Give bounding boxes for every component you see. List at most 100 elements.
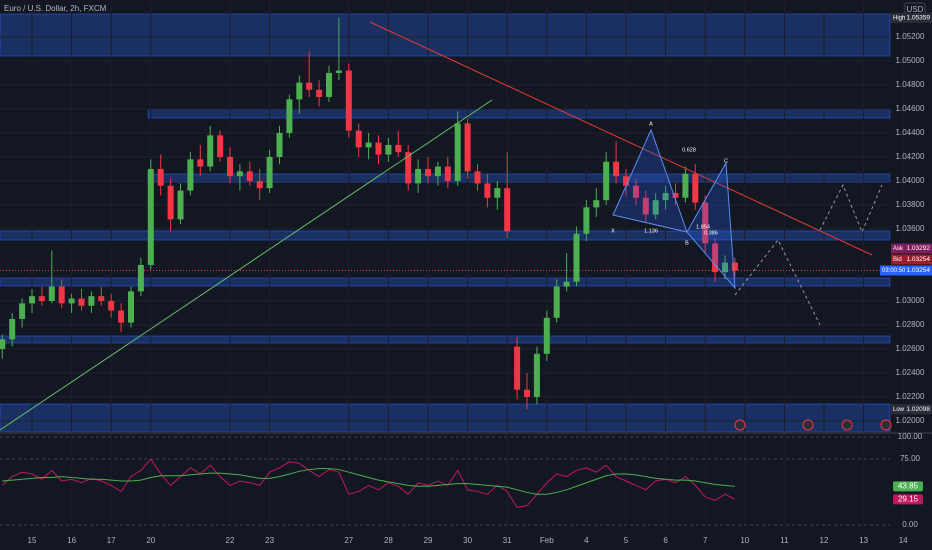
ask-label: Ask: [893, 246, 904, 252]
candle-body: [652, 200, 659, 215]
zone: [0, 277, 891, 287]
candle-body: [385, 144, 392, 155]
candle-body: [642, 197, 649, 215]
candle-body: [296, 82, 303, 100]
ratio-label: 0.628: [682, 147, 696, 153]
y-tick-label: 1.05000: [896, 56, 925, 65]
last-value-label: 43.85: [898, 482, 919, 491]
x-tick-label: 30: [463, 536, 472, 545]
candle-body: [207, 135, 214, 167]
trend-line: [369, 21, 873, 256]
x-tick-label: Feb: [540, 536, 554, 545]
candle-body: [662, 192, 669, 201]
y-tick-label: 1.04800: [896, 80, 925, 89]
zone: [0, 13, 891, 57]
pattern-label: C: [724, 158, 728, 164]
harmonic-pattern: [612, 128, 688, 233]
candle-body: [98, 296, 105, 301]
candle-body: [454, 123, 461, 181]
candle-body: [29, 296, 35, 304]
x-tick-label: 6: [663, 536, 668, 545]
y-tick-label: 1.04200: [896, 152, 925, 161]
event-icon[interactable]: [880, 419, 892, 431]
candle-body: [128, 291, 134, 323]
candle-body: [118, 310, 125, 323]
event-icon[interactable]: [802, 419, 814, 431]
candle-body: [484, 183, 491, 198]
ratio-label: 1.854: [696, 224, 710, 230]
candle-body: [563, 281, 570, 287]
candle-body: [58, 286, 65, 304]
x-tick-label: 4: [584, 536, 589, 545]
harmonic-pattern: [686, 161, 736, 290]
candle-body: [425, 168, 431, 177]
candle-body: [227, 156, 233, 177]
y-tick-label: 1.04600: [896, 104, 925, 113]
candle-body: [157, 168, 164, 186]
candle-body: [533, 353, 540, 397]
x-tick-label: 13: [859, 536, 868, 545]
x-tick-label: 17: [107, 536, 116, 545]
candle-body: [147, 168, 154, 265]
y-tick-label: 1.03800: [896, 200, 925, 209]
candle-body: [543, 317, 550, 354]
ask-tag: [891, 243, 932, 254]
last-value: 1.03254: [907, 267, 931, 274]
y-tick-label: 1.02000: [896, 416, 925, 425]
event-icons: [734, 419, 892, 431]
last-value-tag: [893, 481, 923, 492]
candle-body: [722, 262, 728, 273]
candle-body: [246, 171, 253, 181]
candle-body: [88, 296, 95, 306]
bid-tag: [891, 254, 932, 265]
candle-body: [613, 161, 620, 177]
pattern-label: X: [611, 228, 615, 234]
candle-body: [692, 173, 699, 203]
candle-body: [316, 89, 323, 97]
candle-body: [375, 142, 382, 155]
x-tick-label: 22: [226, 536, 235, 545]
candle-body: [217, 135, 224, 157]
candle-body: [108, 300, 115, 311]
drawings: A C B X 0.628 1.136 1.854 0.386: [0, 21, 883, 431]
pattern-label: B: [685, 240, 689, 246]
candle-body: [632, 185, 639, 198]
candle-body: [514, 346, 521, 390]
price-tag-value: 1.05359: [907, 15, 931, 22]
event-icon[interactable]: [734, 419, 746, 431]
candle-body: [434, 166, 441, 177]
candle-body: [702, 202, 709, 244]
candle-body: [306, 82, 313, 90]
price-tag-label: Low: [893, 407, 905, 413]
candle-body: [177, 190, 184, 220]
zone: [0, 335, 891, 344]
currency: USD: [907, 5, 924, 14]
candle-body: [137, 264, 144, 292]
projection: [734, 239, 821, 326]
candle-body: [524, 389, 530, 397]
candle-body: [326, 72, 332, 97]
candle-body: [286, 99, 293, 133]
candle-body: [603, 161, 610, 201]
x-tick-label: 7: [703, 536, 708, 545]
candle-body: [345, 70, 352, 131]
last-value-label: 29.15: [898, 494, 919, 503]
y-tick-label: 1.05200: [896, 32, 925, 41]
x-tick-label: 29: [424, 536, 433, 545]
candle-body: [415, 168, 422, 184]
candle-body: [236, 171, 243, 177]
candle-body: [623, 176, 629, 186]
chart-title: Euro / U.S. Dollar, 2h, FXCM: [4, 4, 107, 13]
zone: [147, 108, 891, 119]
candle-body: [187, 159, 194, 191]
candle-body: [256, 180, 263, 189]
candle-body: [68, 298, 75, 304]
x-tick-label: 12: [820, 536, 829, 545]
last-tag: [880, 265, 932, 276]
x-tick-label: 27: [344, 536, 353, 545]
event-icon[interactable]: [841, 419, 853, 431]
ratio-label: 1.136: [644, 228, 658, 234]
x-tick-label: 11: [780, 536, 789, 545]
candle-body: [335, 70, 342, 73]
